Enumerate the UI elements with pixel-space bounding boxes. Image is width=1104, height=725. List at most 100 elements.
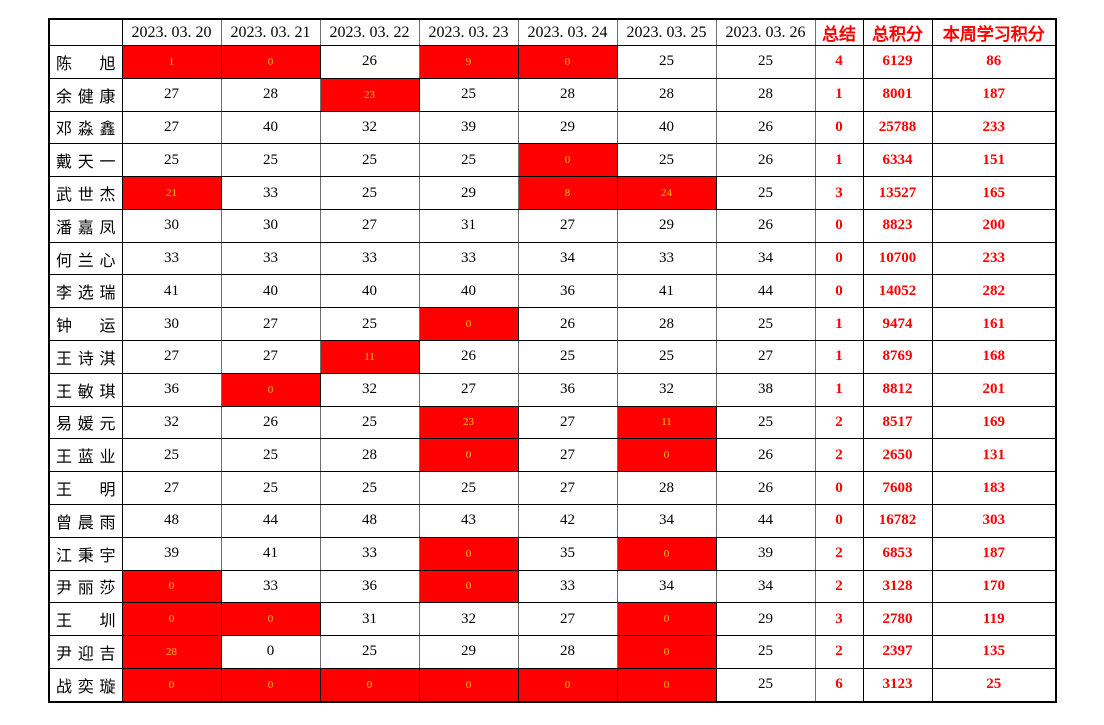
- day-score-cell: 33: [121, 241, 222, 276]
- day-score-cell: 26: [220, 405, 321, 440]
- student-name: 王蓝业: [48, 438, 123, 473]
- week-points-cell: 119: [931, 602, 1057, 637]
- day-score-cell: 27: [121, 110, 222, 145]
- day-score-cell: 41: [220, 536, 321, 571]
- total-points-cell: 3123: [862, 667, 933, 703]
- student-name: 戴天一: [48, 143, 123, 178]
- day-score-cell-flagged: 11: [616, 405, 717, 440]
- day-score-cell: 33: [220, 569, 321, 604]
- day-score-cell: 36: [517, 372, 618, 407]
- day-score-cell: 27: [220, 340, 321, 374]
- day-score-cell: 48: [319, 503, 420, 538]
- day-score-cell: 36: [121, 372, 222, 407]
- day-score-cell: 32: [616, 372, 717, 407]
- day-score-cell-flagged: 0: [418, 536, 519, 571]
- day-score-cell: 25: [220, 143, 321, 178]
- summary-count-cell: 6: [814, 667, 864, 703]
- summary-column-header: 总结: [814, 18, 864, 46]
- day-score-cell: 25: [616, 45, 717, 79]
- day-score-cell: 25: [319, 405, 420, 440]
- header-row: 2023. 03. 20 2023. 03. 21 2023. 03. 22 2023…: [48, 18, 1057, 46]
- student-row: 李选瑞 41 40 40 40 36 41 44 0 14052 282: [48, 274, 1057, 309]
- day-score-cell: 34: [616, 503, 717, 538]
- day-score-cell: 31: [319, 602, 420, 637]
- day-score-cell: 25: [319, 143, 420, 178]
- day-score-cell-flagged: 0: [616, 536, 717, 571]
- day-score-cell: 34: [517, 241, 618, 276]
- day-score-cell: 48: [121, 503, 222, 538]
- week-points-cell: 131: [931, 438, 1057, 473]
- day-score-cell: 40: [319, 274, 420, 309]
- day-score-cell-flagged: 0: [517, 667, 618, 703]
- student-name: 李选瑞: [48, 274, 123, 309]
- student-name: 王明: [48, 471, 123, 505]
- day-score-cell: 32: [121, 405, 222, 440]
- week-points-cell: 170: [931, 569, 1057, 604]
- student-name: 邓淼鑫: [48, 110, 123, 145]
- student-name: 陈旭: [48, 45, 123, 79]
- day-score-cell: 28: [220, 77, 321, 112]
- week-points-cell: 282: [931, 274, 1057, 309]
- student-row: 武世杰 21 33 25 29 8 24 25 3 13527 165: [48, 176, 1057, 210]
- student-row: 潘嘉凤 30 30 27 31 27 29 26 0 8823 200: [48, 208, 1057, 243]
- day-score-cell: 25: [418, 471, 519, 505]
- day-score-cell: 40: [220, 110, 321, 145]
- total-points-cell: 2650: [862, 438, 933, 473]
- date-column-header: 2023. 03. 22: [319, 18, 420, 46]
- day-score-cell: 26: [715, 208, 816, 243]
- student-row: 王蓝业 25 25 28 0 27 0 26 2 2650 131: [48, 438, 1057, 473]
- day-score-cell-flagged: 0: [220, 602, 321, 637]
- day-score-cell: 27: [517, 405, 618, 440]
- student-name: 江秉宇: [48, 536, 123, 571]
- day-score-cell: 25: [319, 471, 420, 505]
- day-score-cell: 28: [715, 77, 816, 112]
- student-name: 王敏琪: [48, 372, 123, 407]
- summary-count-cell: 0: [814, 241, 864, 276]
- day-score-cell: 33: [220, 241, 321, 276]
- day-score-cell-flagged: 0: [616, 667, 717, 703]
- day-score-cell-flagged: 0: [418, 569, 519, 604]
- day-score-cell-flagged: 21: [121, 176, 222, 210]
- day-score-cell: 34: [715, 569, 816, 604]
- day-score-cell: 25: [616, 340, 717, 374]
- day-score-cell: 30: [121, 208, 222, 243]
- total-points-cell: 6853: [862, 536, 933, 571]
- summary-column-header: 总积分: [862, 18, 933, 46]
- total-points-cell: 8517: [862, 405, 933, 440]
- week-points-cell: 183: [931, 471, 1057, 505]
- week-points-cell: 201: [931, 372, 1057, 407]
- day-score-cell: 27: [220, 307, 321, 342]
- day-score-cell: 42: [517, 503, 618, 538]
- day-score-cell: 28: [517, 635, 618, 669]
- week-points-cell: 187: [931, 77, 1057, 112]
- day-score-cell: 27: [517, 471, 618, 505]
- total-points-cell: 10700: [862, 241, 933, 276]
- day-score-cell: 25: [121, 143, 222, 178]
- day-score-cell: 39: [121, 536, 222, 571]
- day-score-cell: 29: [418, 176, 519, 210]
- summary-count-cell: 2: [814, 405, 864, 440]
- day-score-cell: 25: [418, 77, 519, 112]
- summary-count-cell: 1: [814, 307, 864, 342]
- day-score-cell: 41: [616, 274, 717, 309]
- day-score-cell: 25: [616, 143, 717, 178]
- student-row: 邓淼鑫 27 40 32 39 29 40 26 0 25788 233: [48, 110, 1057, 145]
- day-score-cell: 44: [220, 503, 321, 538]
- student-name: 余健康: [48, 77, 123, 112]
- day-score-cell: 39: [418, 110, 519, 145]
- summary-count-cell: 2: [814, 635, 864, 669]
- day-score-cell-flagged: 11: [319, 340, 420, 374]
- student-name: 尹丽莎: [48, 569, 123, 604]
- day-score-cell: 28: [616, 307, 717, 342]
- day-score-cell: 27: [517, 438, 618, 473]
- summary-count-cell: 1: [814, 77, 864, 112]
- day-score-cell: 29: [517, 110, 618, 145]
- date-column-header: 2023. 03. 20: [121, 18, 222, 46]
- day-score-cell: 33: [319, 241, 420, 276]
- student-name: 何兰心: [48, 241, 123, 276]
- day-score-cell: 44: [715, 274, 816, 309]
- day-score-cell: 29: [715, 602, 816, 637]
- total-points-cell: 13527: [862, 176, 933, 210]
- total-points-cell: 3128: [862, 569, 933, 604]
- student-name: 王诗淇: [48, 340, 123, 374]
